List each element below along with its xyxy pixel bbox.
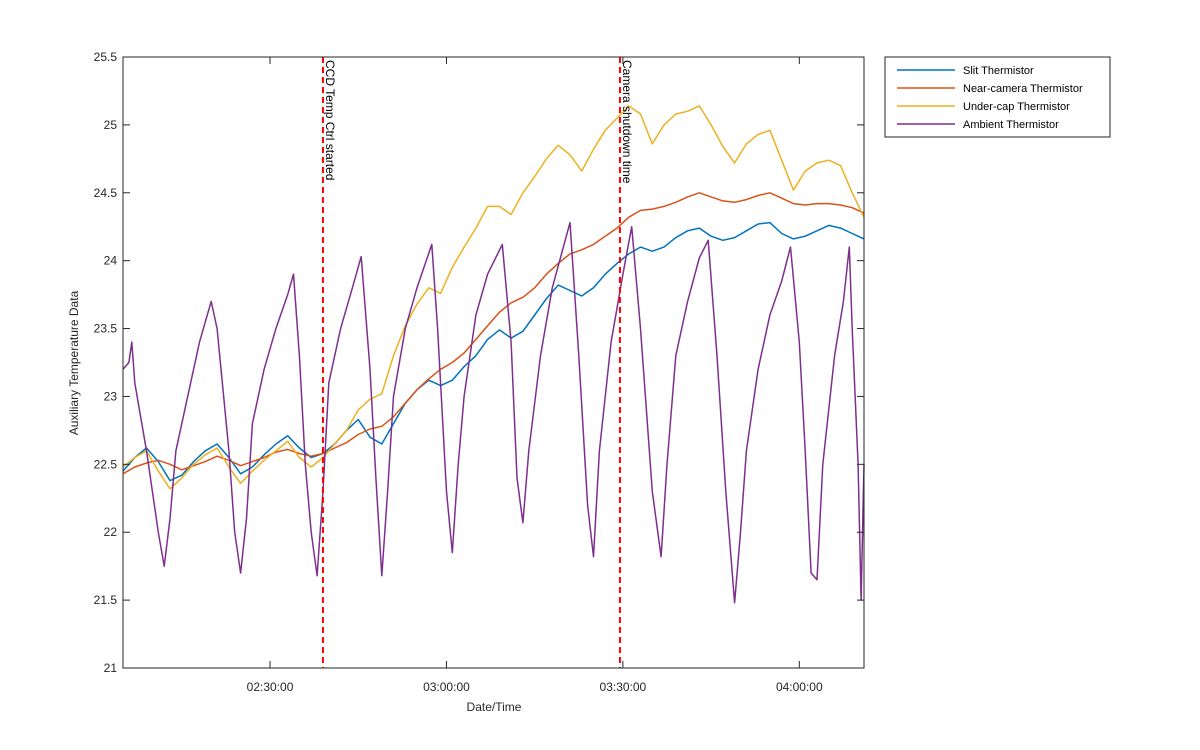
annotation-label-1: CCD Temp Ctrl started	[323, 60, 337, 180]
y-tick-label: 23.5	[94, 322, 118, 336]
y-tick-label: 22	[104, 525, 118, 539]
x-tick-label: 03:00:00	[423, 680, 470, 694]
y-tick-label: 24.5	[94, 186, 118, 200]
plot-area	[123, 57, 864, 668]
series-line-2	[122, 192, 865, 475]
legend-entry-3: Under-cap Thermistor	[963, 101, 1070, 113]
legend-entry-2: Near-camera Thermistor	[963, 83, 1083, 95]
x-tick-label: 04:00:00	[776, 680, 823, 694]
annotation-label-2: Camera shutdown time	[620, 60, 634, 184]
series-line-4	[122, 221, 865, 604]
x-tick-label: 02:30:00	[247, 680, 294, 694]
x-axis-label: Date/Time	[467, 700, 522, 714]
y-tick-label: 21	[104, 661, 118, 675]
legend-entry-1: Slit Thermistor	[963, 65, 1034, 77]
y-tick-label: 23	[104, 389, 118, 403]
x-tick-label: 03:30:00	[600, 680, 647, 694]
annotations-layer: CCD Temp Ctrl started Camera shutdown tim…	[321, 57, 634, 668]
series-layer	[122, 105, 865, 604]
y-tick-label: 24	[104, 254, 118, 268]
series-line-3	[122, 105, 865, 490]
y-tick-label: 25.5	[94, 50, 118, 64]
series-line-1	[122, 221, 865, 482]
y-tick-label: 21.5	[94, 593, 118, 607]
plot-background	[123, 57, 864, 668]
legend-entry-4: Ambient Thermistor	[963, 119, 1059, 131]
axes-layer: 21 21.5 22 22.5 23 23.5 24 24.5 25 25.5 02:30:00 03…	[94, 50, 865, 694]
legend: Slit Thermistor Near-camera Thermistor Und…	[884, 56, 1111, 138]
y-tick-label: 25	[104, 118, 118, 132]
axes-box	[122, 56, 865, 669]
y-axis-label: Auxiliary Temperature Data	[67, 290, 81, 435]
y-tick-label: 22.5	[94, 457, 118, 471]
